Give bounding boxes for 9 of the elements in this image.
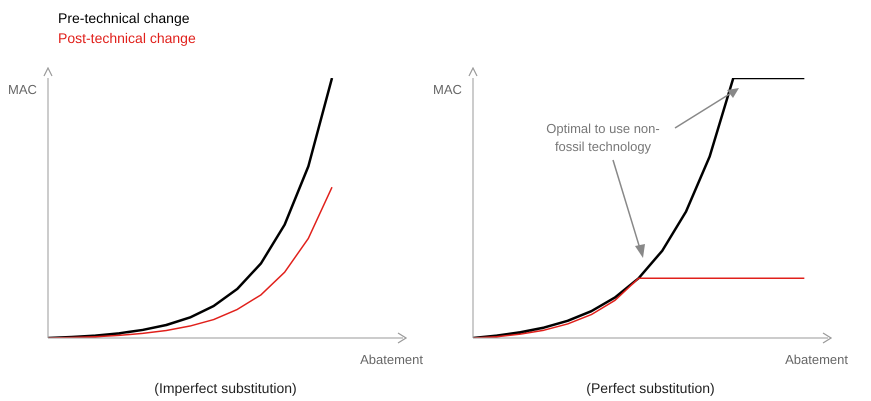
text: Pre-technical change bbox=[58, 9, 191, 28]
y-axis-title: MAC bbox=[8, 82, 37, 97]
x-axis-title: Abatement bbox=[360, 352, 423, 367]
y-axis-title: MAC bbox=[433, 82, 462, 97]
annotation: Optimal to use non-fossil technology bbox=[545, 120, 661, 156]
text: Post-technical change bbox=[58, 29, 197, 48]
text: (Perfect substitution) bbox=[585, 380, 716, 396]
x-axis-title: Abatement bbox=[785, 352, 848, 367]
text: (Imperfect substitution) bbox=[153, 380, 298, 396]
